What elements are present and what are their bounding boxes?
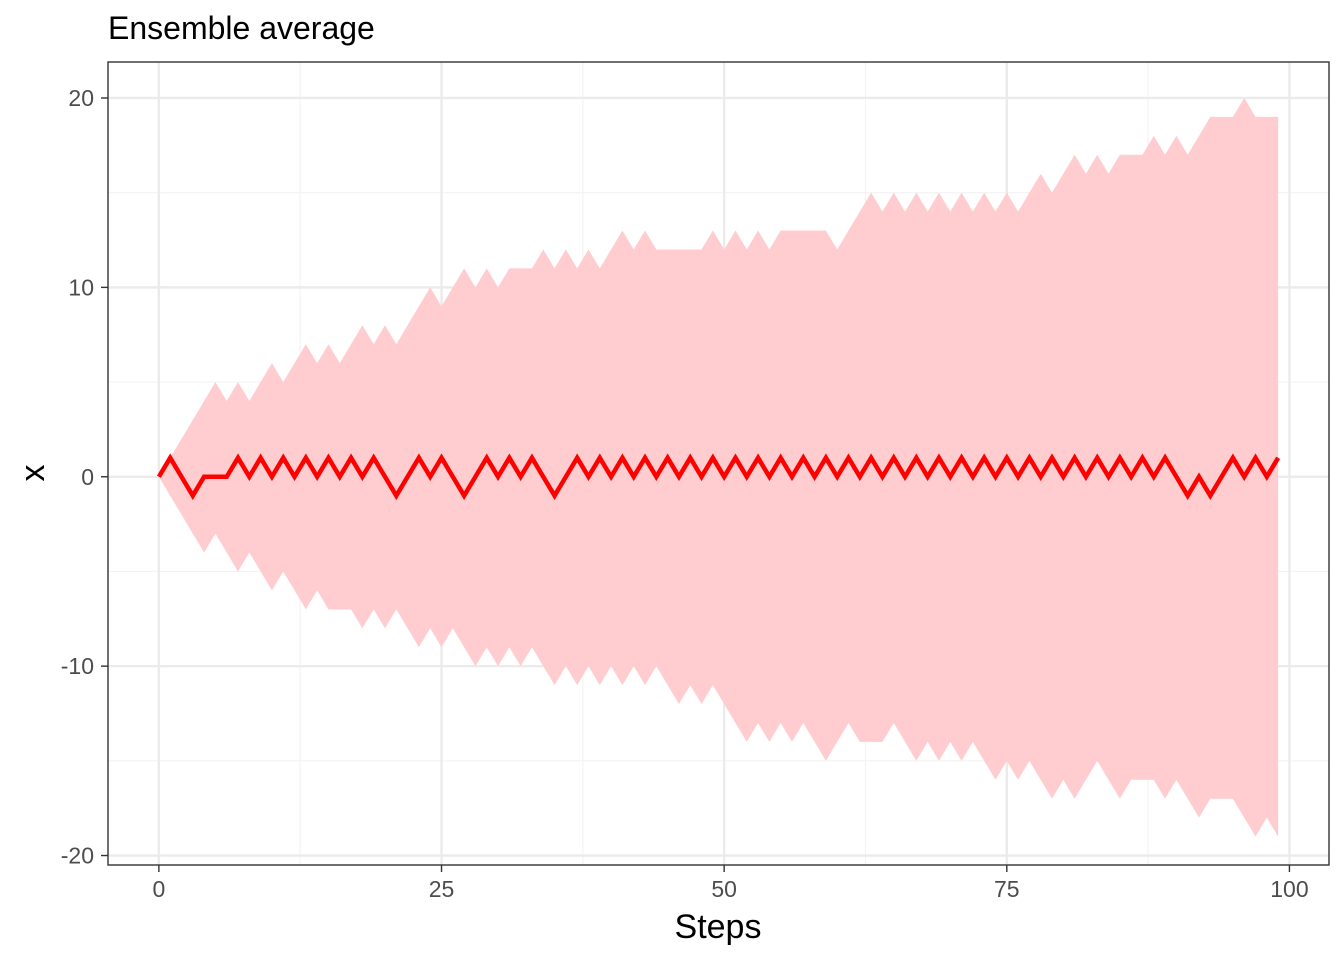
y-tick-label-1: -10 xyxy=(61,653,94,679)
panel-border xyxy=(107,61,1330,866)
ensemble-average-line xyxy=(156,453,1281,501)
x-tick-label-1: 25 xyxy=(429,876,455,902)
x-tick-label-4: 100 xyxy=(1270,876,1308,902)
y-tick-label-2: 0 xyxy=(81,464,94,490)
y-tick-label-4: 20 xyxy=(68,85,94,111)
chart-title: Ensemble average xyxy=(108,10,375,46)
x-axis-title: Steps xyxy=(675,908,762,946)
y-tick-label-0: -20 xyxy=(61,843,94,869)
x-tick-label-0: 0 xyxy=(152,876,165,902)
x-tick-label-2: 50 xyxy=(711,876,737,902)
y-axis: -20 -10 0 10 20 xyxy=(61,85,108,869)
y-axis-title: x xyxy=(14,465,52,482)
x-tick-label-3: 75 xyxy=(994,876,1020,902)
x-axis: 0 25 50 75 100 xyxy=(152,865,1309,902)
y-tick-label-3: 10 xyxy=(68,274,94,300)
